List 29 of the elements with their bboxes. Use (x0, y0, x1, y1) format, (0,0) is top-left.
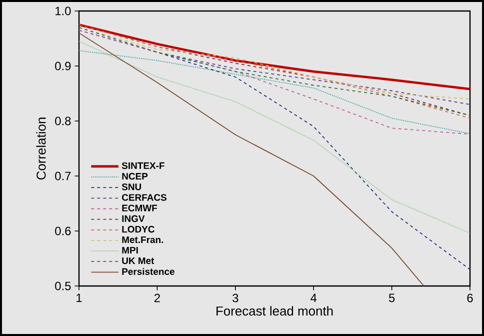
legend-label: MPI (122, 246, 138, 254)
legend-label: Met.Fran. (122, 236, 164, 244)
y-tick-label: 0.7 (55, 172, 71, 180)
legend-label: SNU (122, 184, 142, 190)
x-tick-label: 6 (467, 294, 473, 302)
legend-label: CERFACS (122, 194, 166, 201)
legend-label: NCEP (122, 172, 148, 180)
y-tick-label: 0.5 (55, 282, 71, 290)
line-series (79, 40, 470, 234)
x-tick-label: 2 (154, 294, 160, 302)
y-axis-title: Correlation (36, 118, 46, 180)
line-series (79, 50, 470, 134)
y-tick-label: 0.9 (55, 62, 71, 70)
line-series (79, 24, 470, 90)
x-axis-title: Forecast lead month (216, 306, 333, 316)
x-tick-label: 1 (76, 294, 82, 302)
y-tick-label: 0.8 (55, 116, 71, 126)
y-tick-label: 1.0 (56, 6, 71, 16)
line-series (79, 32, 424, 286)
y-tick-label: 0.6 (55, 226, 71, 236)
x-tick-label: 3 (232, 294, 238, 302)
x-tick-label: 4 (310, 294, 317, 302)
legend-label: UK Met (122, 257, 154, 264)
legend-label: Persistence (122, 268, 174, 275)
legend-label: ECMWF (122, 204, 158, 212)
legend-label: SINTEX-F (122, 162, 164, 170)
legend-label: LODYC (122, 226, 154, 233)
legend-label: INGV (122, 215, 145, 222)
x-tick-label: 5 (388, 294, 395, 302)
